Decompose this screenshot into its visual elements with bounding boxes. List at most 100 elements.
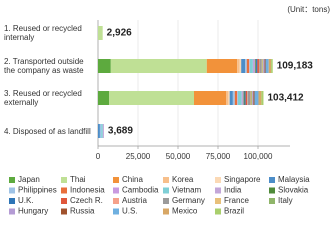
legend-label: Russia — [70, 207, 95, 216]
legend-swatch — [113, 208, 119, 215]
legend-label: Brazil — [224, 207, 244, 216]
bar-segment — [109, 91, 194, 105]
bar-segment — [264, 59, 266, 73]
legend-swatch — [215, 198, 221, 204]
bar-segment — [243, 91, 245, 105]
legend-swatch — [163, 208, 169, 215]
bar-segment — [241, 59, 246, 73]
legend-swatch — [61, 177, 67, 183]
legend-label: Philippines — [18, 186, 57, 195]
legend-swatch — [61, 187, 67, 194]
bar-segment — [249, 59, 253, 73]
bar-segment — [239, 59, 242, 73]
bar-segment — [99, 124, 102, 138]
legend-swatch — [269, 187, 275, 194]
x-tick-label: 0 — [96, 152, 101, 161]
bar-segment — [261, 59, 263, 73]
bar-segment — [228, 91, 230, 105]
legend-swatch — [113, 187, 119, 194]
bar-segment — [102, 124, 104, 138]
bar-segment — [254, 91, 259, 105]
bar-segment — [268, 59, 272, 73]
legend-label: India — [224, 186, 242, 195]
bar-segment — [271, 59, 273, 73]
bar-segment — [98, 59, 111, 73]
bar-segment — [98, 124, 100, 138]
bar-segment — [226, 91, 229, 105]
bar-segment — [98, 91, 110, 105]
bar-segment — [257, 59, 259, 73]
legend-swatch — [9, 198, 15, 204]
bar-segment — [262, 59, 264, 73]
bar-segment — [246, 59, 250, 73]
bar-segment — [265, 59, 269, 73]
bar-segment — [237, 59, 240, 73]
bar-segment — [261, 91, 264, 105]
legend-label: U.K. — [18, 196, 34, 205]
x-tick-label: 75,000 — [206, 152, 231, 161]
legend-label: France — [224, 196, 249, 205]
legend-label: Germany — [172, 196, 205, 205]
bar-segment — [98, 26, 103, 40]
legend-label: Vietnam — [172, 186, 202, 195]
legend-swatch — [113, 198, 119, 204]
legend-label: China — [122, 175, 143, 184]
bar-segment — [101, 124, 103, 138]
legend-label: Cambodia — [122, 186, 159, 195]
bar-segment — [194, 91, 226, 105]
bar-segment — [255, 59, 257, 73]
legend-label: Czech R. — [70, 196, 103, 205]
unit-label: (Unit：tons) — [287, 5, 330, 14]
legend-swatch — [113, 177, 119, 183]
legend-swatch — [9, 187, 15, 194]
category-label: 3. Reused or recycled externally — [4, 89, 82, 107]
legend-label: Thai — [70, 175, 86, 184]
legend-label: Singapore — [224, 175, 261, 184]
bar-segment — [241, 91, 244, 105]
bar-segment — [237, 91, 242, 105]
legend-label: Indonesia — [70, 186, 105, 195]
legend-swatch — [269, 198, 275, 204]
bar-segment — [229, 91, 233, 105]
category-label: 4. Disposed of as landfill — [4, 126, 91, 136]
chart-svg: (Unit：tons) 0 25,000 50,000 75,000 100,000 2,… — [9, 5, 330, 216]
legend-swatch — [9, 177, 15, 183]
total-label: 103,412 — [267, 93, 304, 104]
bar-segment — [206, 59, 238, 73]
legend-label: Korea — [172, 175, 194, 184]
bar-segment — [256, 59, 258, 73]
bar-segment — [250, 91, 252, 105]
legend-label: Japan — [18, 175, 40, 184]
category-label: 1. Reused or recycled internaly — [4, 24, 82, 42]
legend-swatch — [269, 177, 275, 183]
bar-segment — [245, 91, 248, 105]
legend-swatch — [215, 187, 221, 194]
bar-segment — [245, 59, 247, 73]
legend-label: U.S. — [122, 207, 138, 216]
total-label: 3,689 — [108, 126, 133, 137]
bar-segment — [234, 91, 238, 105]
bar-segment — [263, 59, 265, 73]
chart: (Unit：tons) 0 25,000 50,000 75,000 100,000 2,… — [4, 5, 330, 216]
total-label: 2,926 — [107, 28, 132, 39]
bar-segment — [252, 59, 256, 73]
legend-swatch — [61, 208, 67, 215]
legend-swatch — [163, 187, 169, 194]
legend-label: Slovakia — [278, 186, 309, 195]
x-tick-label: 50,000 — [166, 152, 191, 161]
x-tick-label: 25,000 — [126, 152, 151, 161]
category-label: 2. Transported outside the company as wa… — [4, 57, 84, 75]
bar-segment — [110, 59, 207, 73]
bar-segment — [259, 59, 262, 73]
bar-segment — [232, 91, 235, 105]
legend-swatch — [61, 198, 67, 204]
legend-label: Malaysia — [278, 175, 310, 184]
total-label: 109,183 — [277, 61, 314, 72]
legend-swatch — [163, 177, 169, 183]
legend-label: Mexico — [172, 207, 198, 216]
legend-swatch — [9, 208, 15, 215]
legend-swatch — [215, 177, 221, 183]
legend-swatch — [215, 208, 221, 215]
bar-segment — [244, 91, 246, 105]
legend-label: Italy — [278, 196, 293, 205]
